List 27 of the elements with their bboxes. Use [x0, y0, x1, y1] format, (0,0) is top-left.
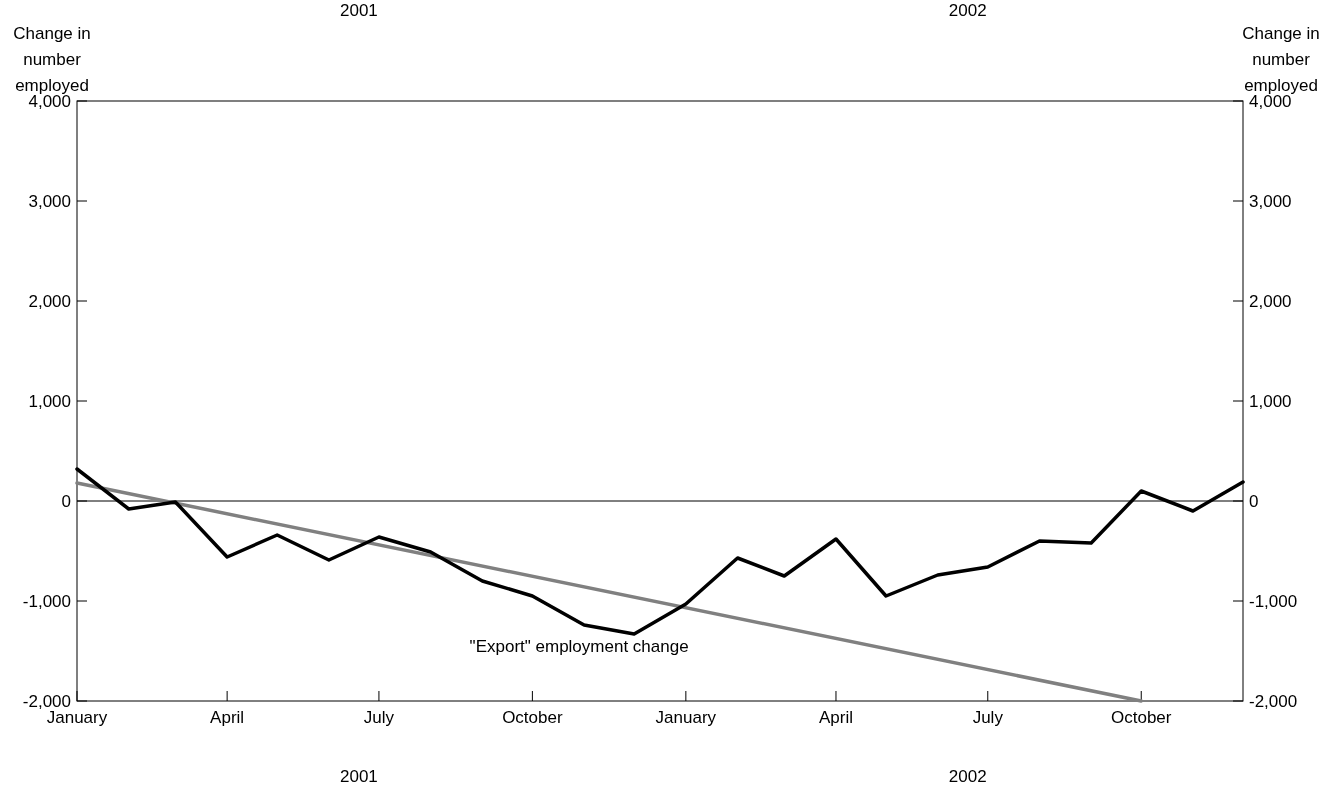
- y2-tick-label: -2,000: [1249, 692, 1298, 711]
- text: 2002: [948, 767, 987, 786]
- x-tick-label: July: [363, 708, 395, 727]
- x-tick-label: April: [210, 708, 245, 727]
- y2-tick-label: 2,000: [1249, 292, 1292, 311]
- text: 2001: [340, 1, 378, 20]
- y2-tick-label: -1,000: [1249, 592, 1298, 611]
- y2-tick-label: 3,000: [1249, 192, 1292, 211]
- x-tick-label: October: [1111, 708, 1172, 727]
- y-tick-label: -1,000: [22, 592, 71, 611]
- x-tick-label: July: [972, 708, 1004, 727]
- y-tick-label: 2,000: [28, 292, 71, 311]
- y-tick-label: 3,000: [28, 192, 71, 211]
- y2-axis-title: Change in number employed: [1242, 24, 1320, 95]
- y-axis-title: Change in number employed: [13, 24, 91, 95]
- x-tick-label: October: [502, 708, 563, 727]
- text: 2001: [340, 767, 378, 786]
- y2-tick-label: 0: [1249, 492, 1259, 511]
- x-tick-label: January: [46, 708, 108, 727]
- x-tick-label: January: [655, 708, 717, 727]
- y-tick-label: -2,000: [22, 692, 71, 711]
- x-tick-label: April: [818, 708, 853, 727]
- y2-tick-label: 1,000: [1249, 392, 1292, 411]
- series-label: "Export" employment change: [469, 637, 689, 656]
- y-tick-label: 0: [61, 492, 71, 511]
- y-tick-label: 1,000: [28, 392, 71, 411]
- text: 2002: [948, 1, 987, 20]
